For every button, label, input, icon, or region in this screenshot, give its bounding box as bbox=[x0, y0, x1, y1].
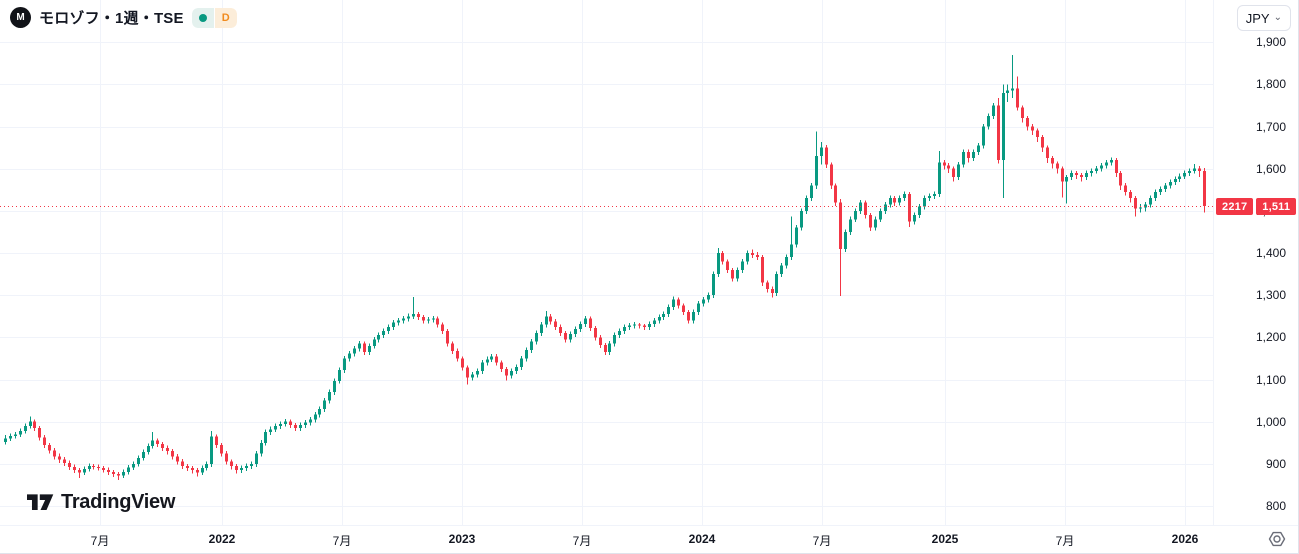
price-axis-label: 1,400 bbox=[1255, 246, 1286, 260]
symbol-header: M モロゾフ・1週・TSE D bbox=[10, 7, 237, 28]
time-axis[interactable]: 7月 2022 7月 2023 7月 2024 7月 2025 7月 2026 bbox=[0, 525, 1298, 553]
delayed-data-badge[interactable]: D bbox=[214, 7, 237, 28]
time-axis-label: 2022 bbox=[208, 532, 236, 546]
price-axis[interactable]: 1,9001,8001,7001,6001,5001,4001,3001,200… bbox=[1213, 0, 1298, 525]
price-axis-label: 1,200 bbox=[1255, 330, 1286, 345]
last-price-tags: 2217 1,511 bbox=[1216, 198, 1297, 216]
time-axis-label: 2024 bbox=[688, 532, 716, 546]
symbol-code-tag: 2217 bbox=[1216, 198, 1254, 216]
time-axis-label: 7月 bbox=[90, 534, 110, 548]
time-axis-label: 7月 bbox=[1055, 534, 1075, 548]
market-status-dot-icon bbox=[198, 13, 207, 22]
price-axis-label: 1,900 bbox=[1255, 35, 1286, 50]
chart-plot-area[interactable] bbox=[0, 0, 1213, 525]
gear-icon[interactable] bbox=[1267, 529, 1287, 549]
tradingview-logo[interactable]: TradingView bbox=[27, 491, 175, 514]
price-axis-label: 900 bbox=[1265, 456, 1286, 471]
symbol-title[interactable]: モロゾフ・1週・TSE bbox=[39, 10, 184, 27]
currency-label: JPY bbox=[1245, 10, 1270, 26]
time-axis-label: 7月 bbox=[332, 534, 352, 548]
price-axis-label: 1,600 bbox=[1255, 161, 1286, 176]
symbol-logo-letter: M bbox=[16, 12, 25, 23]
candlestick-chart[interactable] bbox=[0, 0, 1213, 525]
status-pill: D bbox=[191, 7, 237, 28]
tradingview-logo-icon bbox=[27, 494, 54, 510]
market-status-indicator[interactable] bbox=[191, 7, 214, 28]
time-axis-label: 2023 bbox=[448, 532, 476, 546]
last-price-tag: 1,511 bbox=[1256, 198, 1297, 216]
price-axis-label: 1,300 bbox=[1255, 288, 1286, 303]
price-axis-label: 1,100 bbox=[1255, 372, 1286, 387]
time-axis-label: 7月 bbox=[812, 534, 832, 548]
time-axis-label: 2026 bbox=[1171, 532, 1199, 546]
time-axis-label: 2025 bbox=[931, 532, 959, 546]
tradingview-logo-text: TradingView bbox=[61, 491, 176, 513]
currency-selector-button[interactable]: JPY ⌄ bbox=[1236, 5, 1291, 31]
price-axis-label: 1,000 bbox=[1255, 414, 1286, 429]
price-axis-label: 800 bbox=[1265, 499, 1286, 514]
time-axis-label: 7月 bbox=[572, 534, 592, 548]
symbol-logo[interactable]: M bbox=[10, 7, 31, 28]
price-axis-label: 1,700 bbox=[1255, 119, 1286, 134]
chevron-down-icon: ⌄ bbox=[1273, 12, 1282, 23]
price-axis-label: 1,800 bbox=[1255, 77, 1286, 92]
